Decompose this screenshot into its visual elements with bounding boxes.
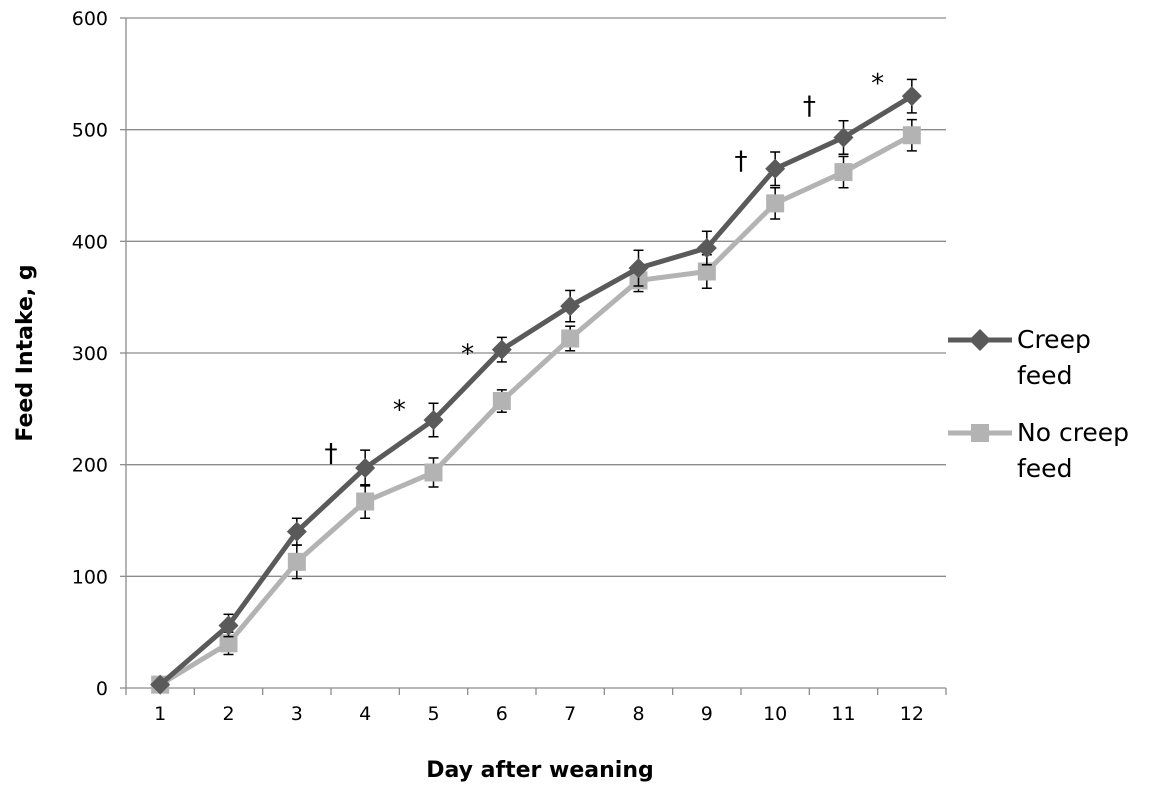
data-point bbox=[628, 258, 649, 279]
legend-label-creep-feed-line1: Creep bbox=[1017, 325, 1091, 354]
data-point bbox=[492, 392, 511, 411]
data-point bbox=[286, 521, 307, 542]
x-tick-label-1: 1 bbox=[154, 703, 166, 725]
x-tick-label-8: 8 bbox=[632, 703, 644, 725]
legend-item-creep-feed: Creep feed bbox=[948, 325, 1091, 390]
series-line bbox=[158, 133, 914, 687]
data-point bbox=[697, 262, 716, 281]
x-tick-label-12: 12 bbox=[900, 703, 924, 725]
data-point bbox=[219, 634, 238, 653]
legend-marker-creep-feed bbox=[969, 329, 991, 351]
data-point bbox=[287, 552, 306, 571]
x-tick-label-9: 9 bbox=[701, 703, 713, 725]
x-axis-title: Day after weaning bbox=[426, 758, 654, 783]
data-point bbox=[561, 329, 580, 348]
y-tick-label-500: 500 bbox=[72, 120, 108, 142]
series-line bbox=[158, 94, 914, 687]
significance-annotations: † * * † † * bbox=[325, 69, 885, 469]
legend-label-creep-feed-line2: feed bbox=[1017, 361, 1072, 390]
significance-mark-2: * bbox=[461, 339, 474, 369]
data-point bbox=[356, 492, 375, 511]
significance-mark-4: † bbox=[803, 91, 816, 121]
data-point bbox=[218, 615, 239, 636]
legend-label-no-creep-feed-line1: No creep bbox=[1017, 418, 1129, 447]
y-tick-label-300: 300 bbox=[72, 343, 108, 365]
data-point bbox=[902, 126, 921, 145]
y-tick-label-400: 400 bbox=[72, 231, 108, 253]
data-point bbox=[560, 296, 581, 317]
y-tick-label-200: 200 bbox=[72, 455, 108, 477]
significance-mark-1: * bbox=[393, 396, 406, 426]
x-tick-label-11: 11 bbox=[831, 703, 855, 725]
x-tick-label-6: 6 bbox=[496, 703, 508, 725]
x-tick-label-4: 4 bbox=[359, 703, 371, 725]
y-axis-title: Feed Intake, g bbox=[13, 264, 38, 441]
y-tick-label-600: 600 bbox=[72, 8, 108, 30]
data-point bbox=[901, 86, 922, 107]
axes bbox=[120, 17, 947, 695]
data-point bbox=[424, 463, 443, 482]
significance-mark-0: † bbox=[325, 439, 338, 469]
legend-item-no-creep-feed: No creep feed bbox=[948, 418, 1129, 483]
data-point bbox=[834, 163, 853, 182]
x-tick-label-10: 10 bbox=[763, 703, 787, 725]
significance-mark-5: * bbox=[871, 69, 884, 99]
series-creep-feed bbox=[150, 78, 922, 695]
legend: Creep feed No creep feed bbox=[948, 325, 1129, 483]
x-tick-label-2: 2 bbox=[222, 703, 234, 725]
data-point bbox=[696, 238, 717, 259]
series-no-creep-feed bbox=[151, 118, 921, 694]
data-point bbox=[491, 339, 512, 360]
data-point bbox=[765, 158, 786, 179]
legend-label-no-creep-feed-line2: feed bbox=[1017, 454, 1072, 483]
x-tick-label-7: 7 bbox=[564, 703, 576, 725]
y-tick-label-100: 100 bbox=[72, 566, 108, 588]
data-point bbox=[833, 127, 854, 148]
legend-marker-no-creep-feed bbox=[971, 424, 989, 442]
x-tick-label-3: 3 bbox=[291, 703, 303, 725]
significance-mark-3: † bbox=[735, 147, 748, 177]
y-tick-label-0: 0 bbox=[96, 678, 108, 700]
data-point bbox=[766, 194, 785, 213]
series bbox=[150, 78, 922, 695]
data-point bbox=[150, 674, 171, 695]
gridlines bbox=[126, 17, 946, 577]
data-point bbox=[355, 458, 376, 479]
data-point bbox=[423, 410, 444, 430]
x-tick-label-5: 5 bbox=[427, 703, 439, 725]
